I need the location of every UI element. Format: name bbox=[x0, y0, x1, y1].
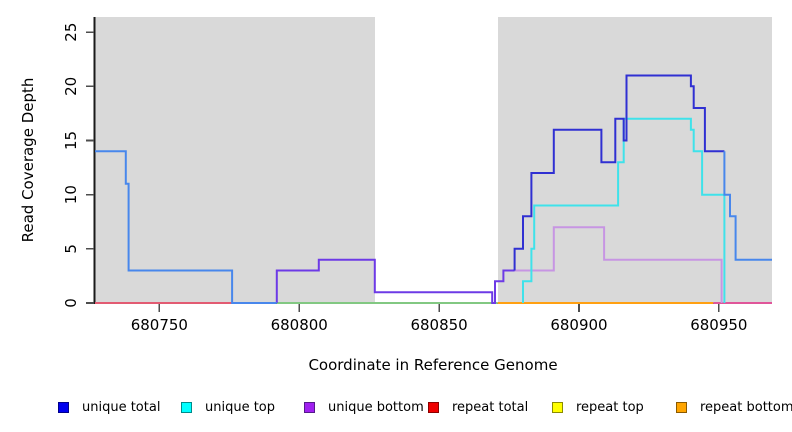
legend-swatch-repeat-top bbox=[552, 401, 563, 413]
legend: unique total unique top unique bottom repea… bbox=[0, 399, 792, 419]
x-tick-label: 680850 bbox=[410, 316, 467, 334]
series-unique-bottom-plum bbox=[514, 226, 723, 303]
legend-label: unique top bbox=[205, 399, 276, 415]
legend-item-repeat-total: repeat total bbox=[428, 399, 528, 415]
legend-swatch-unique-total bbox=[58, 401, 69, 413]
y-tick-label: 0 bbox=[62, 298, 80, 308]
series-unique-total-bottom-overlap bbox=[275, 258, 515, 304]
series-unique-total-peak bbox=[513, 74, 725, 271]
legend-label: unique bottom bbox=[328, 399, 424, 415]
y-tick-label: 10 bbox=[62, 185, 80, 204]
legend-item-unique-bottom: unique bottom bbox=[304, 399, 424, 415]
x-axis-title: Coordinate in Reference Genome bbox=[308, 356, 557, 374]
legend-label: repeat bottom bbox=[700, 399, 792, 415]
legend-swatch-repeat-total bbox=[428, 401, 439, 413]
y-axis-title: Read Coverage Depth bbox=[19, 78, 37, 243]
legend-label: repeat total bbox=[452, 399, 529, 415]
legend-item-unique-top: unique top bbox=[181, 399, 275, 415]
legend-item-repeat-bottom: repeat bottom bbox=[676, 399, 792, 415]
y-tick-label: 15 bbox=[62, 131, 80, 150]
legend-swatch-repeat-bottom bbox=[676, 401, 687, 413]
plot-area: 680750 680800 680850 680900 680950 0 5 10 15 20 25 bbox=[62, 17, 772, 334]
legend-label: repeat top bbox=[576, 399, 644, 415]
legend-swatch-unique-top bbox=[181, 401, 192, 413]
y-tick-label: 25 bbox=[62, 23, 80, 42]
series-unique-total-left bbox=[95, 150, 277, 304]
legend-label: unique total bbox=[82, 399, 161, 415]
highlight-band bbox=[374, 17, 498, 303]
series-unique-total-right bbox=[723, 151, 772, 261]
legend-swatch-unique-bottom bbox=[304, 401, 315, 413]
y-tick-label: 20 bbox=[62, 77, 80, 96]
x-tick-label: 680950 bbox=[690, 316, 747, 334]
legend-item-repeat-top: repeat top bbox=[552, 399, 644, 415]
y-tick-label: 5 bbox=[62, 244, 80, 254]
coverage-plot: 680750 680800 680850 680900 680950 0 5 10 15 20 25… bbox=[19, 17, 772, 374]
x-tick-label: 680750 bbox=[131, 316, 188, 334]
x-tick-label: 680900 bbox=[550, 316, 607, 334]
x-tick-label: 680800 bbox=[271, 316, 328, 334]
legend-item-unique-total: unique total bbox=[58, 399, 160, 415]
